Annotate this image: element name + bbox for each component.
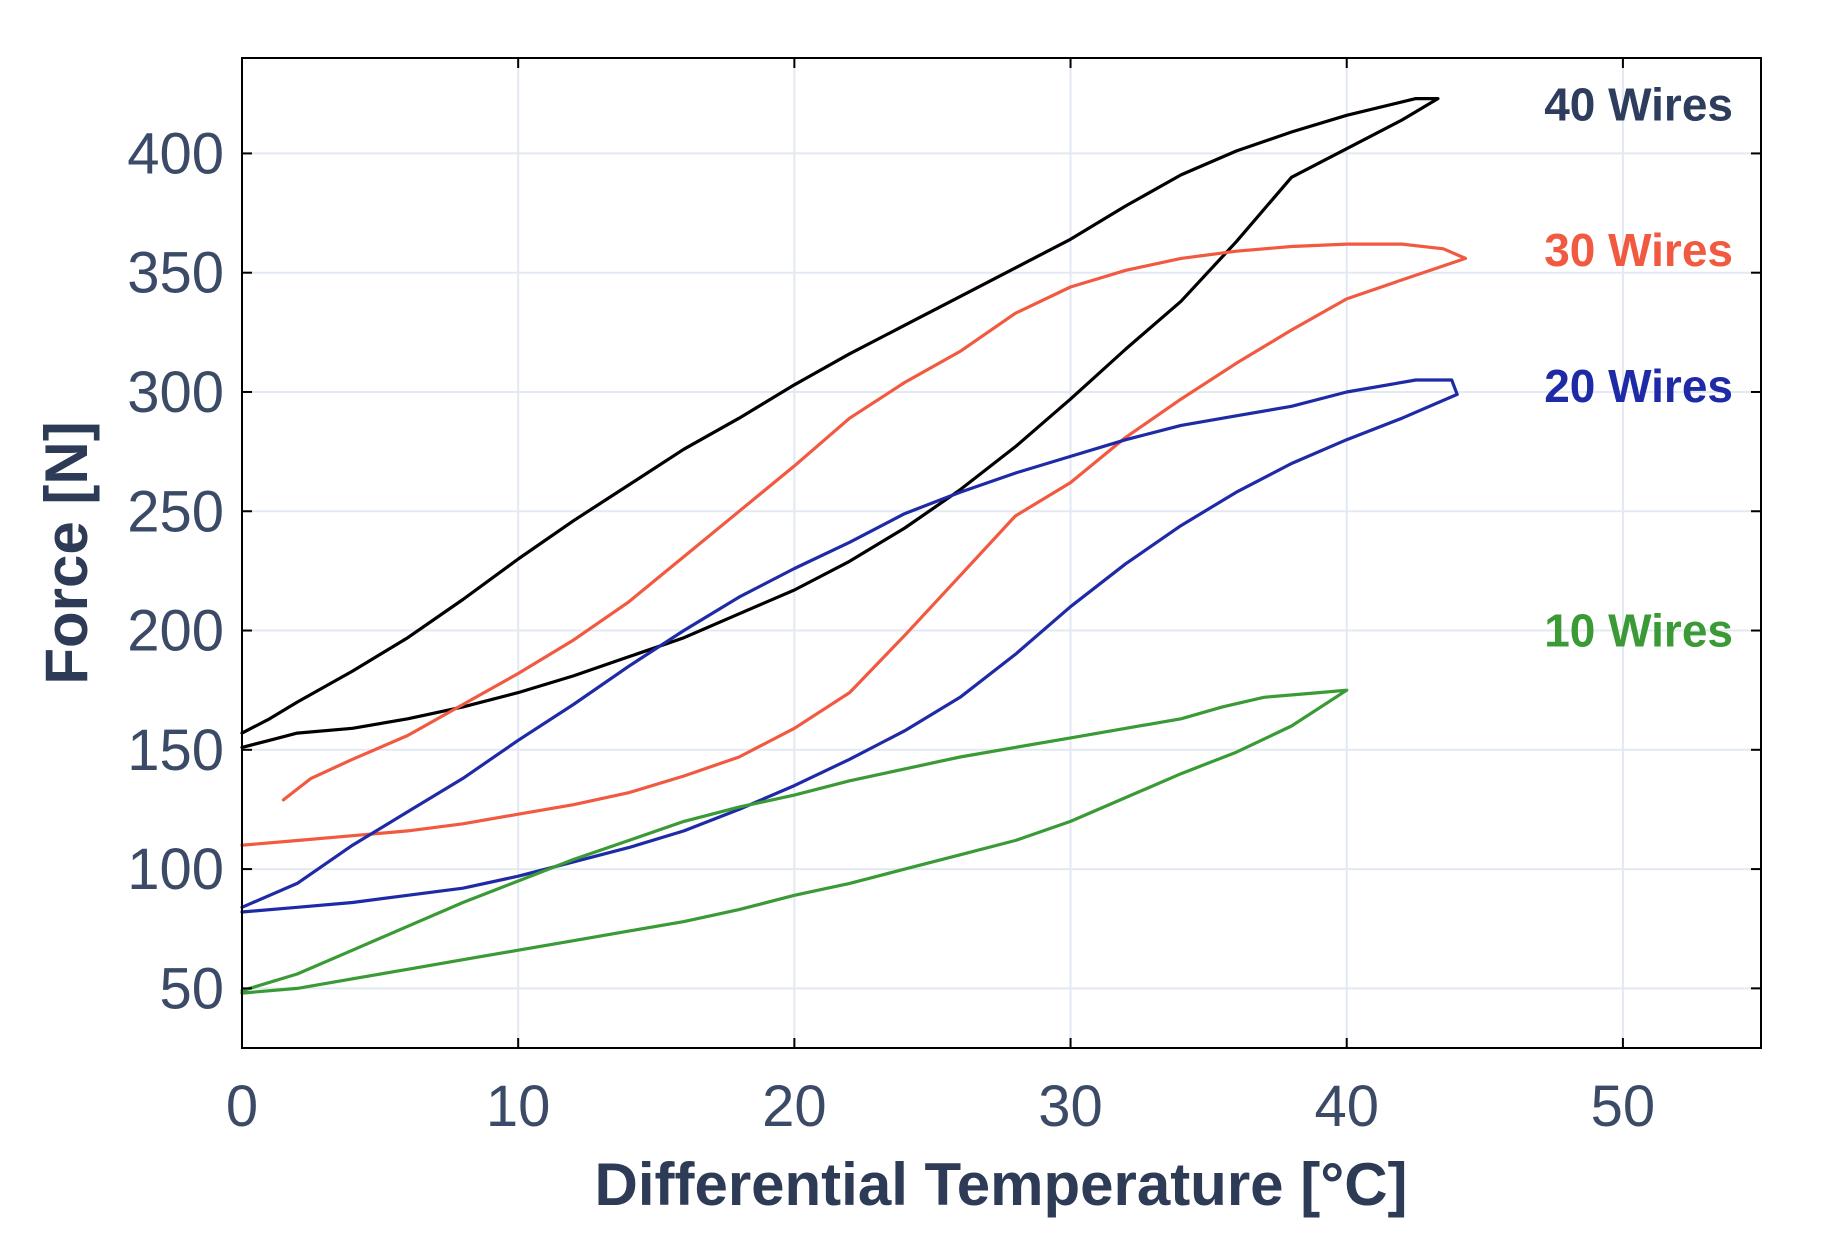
x-tick-label: 30 [1038, 1074, 1103, 1139]
x-tick-label: 20 [762, 1074, 827, 1139]
x-tick-label: 50 [1591, 1074, 1656, 1139]
series-lines [240, 97, 1468, 995]
x-tick-label: 10 [486, 1074, 551, 1139]
series-label-10-wires: 10 Wires [1544, 605, 1733, 657]
x-tick-label: 0 [226, 1074, 258, 1139]
series-line-10-wires [240, 688, 1349, 995]
series-line-20-wires [240, 378, 1459, 914]
axis-ticks: 0 10 20 30 40 50 50 100 150 200 250 300 350 400 [127, 58, 1761, 1139]
y-tick-label: 250 [127, 479, 224, 544]
y-tick-label: 300 [127, 360, 224, 425]
series-label-30-wires: 30 Wires [1544, 224, 1733, 276]
y-axis-title: Force [N] [33, 421, 100, 684]
y-tick-label: 50 [159, 956, 224, 1021]
series-labels: 40 Wires 30 Wires 20 Wires 10 Wires [1544, 79, 1733, 657]
series-label-20-wires: 20 Wires [1544, 360, 1733, 412]
y-tick-label: 400 [127, 121, 224, 186]
series-line-40-wires [240, 97, 1440, 749]
x-axis-title: Differential Temperature [°C] [594, 1151, 1407, 1218]
y-tick-label: 200 [127, 599, 224, 664]
series-line-30-wires [240, 242, 1468, 847]
y-tick-label: 100 [127, 837, 224, 902]
grid [241, 58, 1761, 1048]
x-tick-label: 40 [1314, 1074, 1379, 1139]
y-tick-label: 350 [127, 241, 224, 306]
series-label-40-wires: 40 Wires [1544, 79, 1733, 131]
plot-area-frame [241, 57, 1762, 1049]
y-tick-label: 150 [127, 718, 224, 783]
